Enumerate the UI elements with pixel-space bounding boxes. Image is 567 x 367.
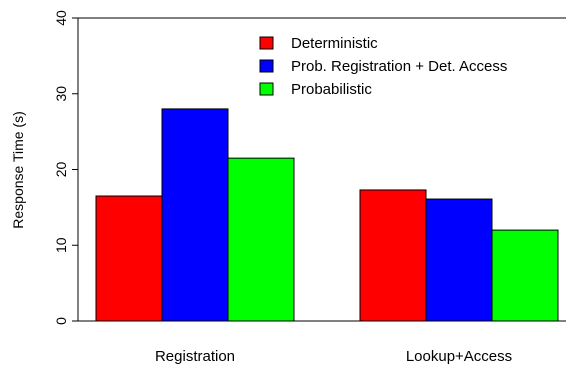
legend: Deterministic Prob. Registration + Det. A… [259,35,507,98]
bars [95,108,559,322]
y-tick-label: 40 [53,10,69,26]
legend-label: Deterministic [291,35,378,52]
x-axis-labels: Registration Lookup+Access [155,348,512,365]
legend-label: Probabilistic [291,81,372,98]
y-tick-label: 10 [53,237,69,253]
legend-swatch [259,59,274,73]
legend-swatch [259,82,274,96]
y-tick-label: 20 [53,162,69,178]
bar [359,189,427,322]
y-axis-label: Response Time (s) [10,111,26,228]
y-tick-label: 0 [53,317,69,325]
legend-label: Prob. Registration + Det. Access [291,58,507,75]
x-category-label: Registration [155,348,235,365]
y-axis: 0 10 20 30 40 [53,10,78,325]
legend-swatch [259,36,274,50]
x-category-label: Lookup+Access [406,348,512,365]
bar [491,229,559,322]
y-tick-label: 30 [53,86,69,102]
bar [227,157,295,322]
bar [161,108,229,322]
bar [425,198,493,322]
bar [95,195,163,322]
